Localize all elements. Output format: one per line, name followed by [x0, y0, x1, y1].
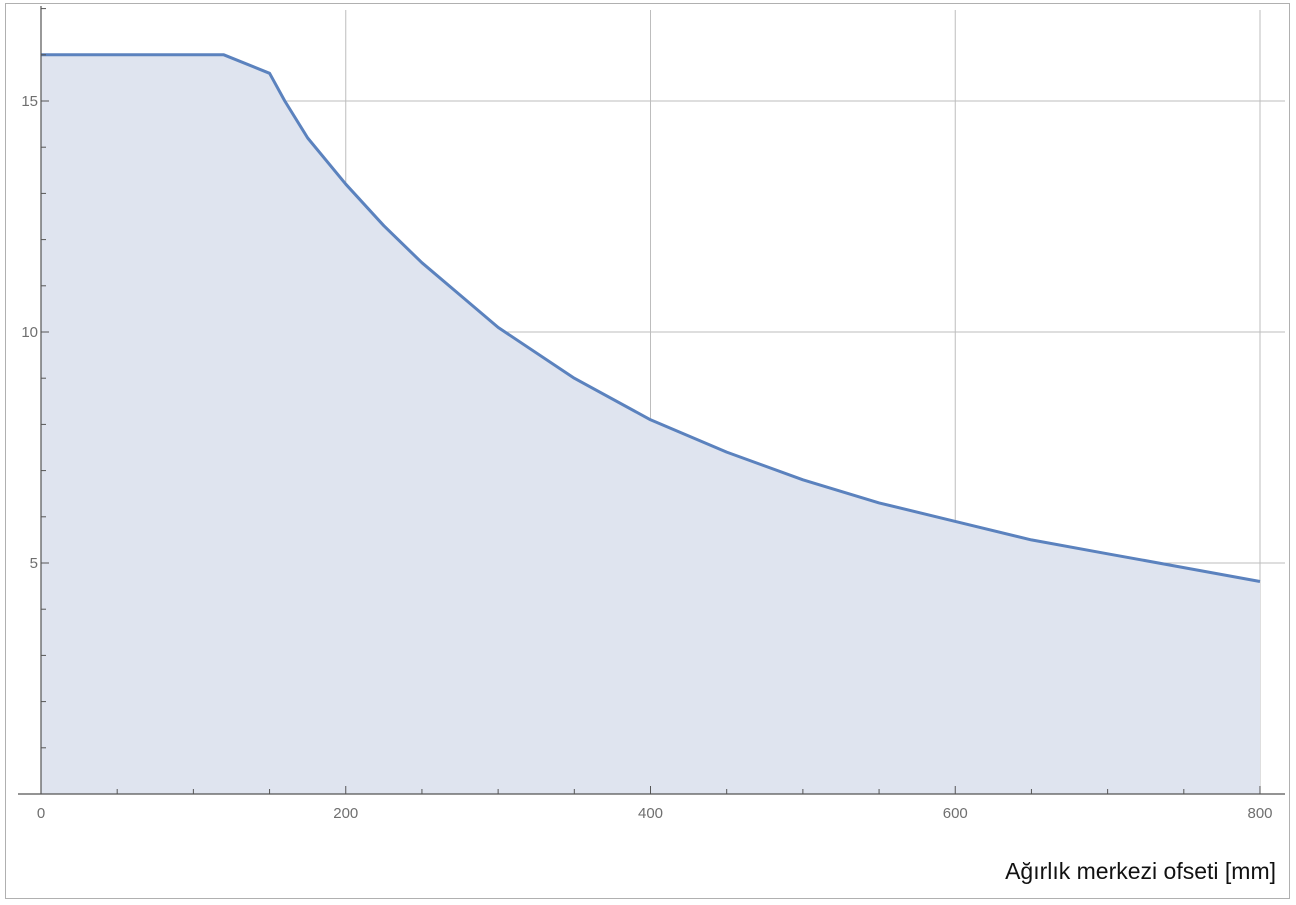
area-fill: [41, 54, 1260, 795]
series-line: [41, 53, 1261, 583]
y-tick-label-10: 10: [21, 324, 38, 341]
x-tick-label-800: 800: [1247, 805, 1272, 822]
tick-labels: 0 200 400 600 800 5 10 15: [21, 93, 1272, 822]
x-axis-label: Ağırlık merkezi ofseti [mm]: [1005, 858, 1276, 884]
x-tick-label-200: 200: [333, 805, 358, 822]
axes: [18, 6, 1285, 795]
x-tick-label-0: 0: [37, 805, 45, 822]
x-tick-label-400: 400: [638, 805, 663, 822]
y-tick-label-5: 5: [30, 555, 38, 572]
y-tick-label-15: 15: [21, 93, 38, 110]
x-tick-label-600: 600: [943, 805, 968, 822]
